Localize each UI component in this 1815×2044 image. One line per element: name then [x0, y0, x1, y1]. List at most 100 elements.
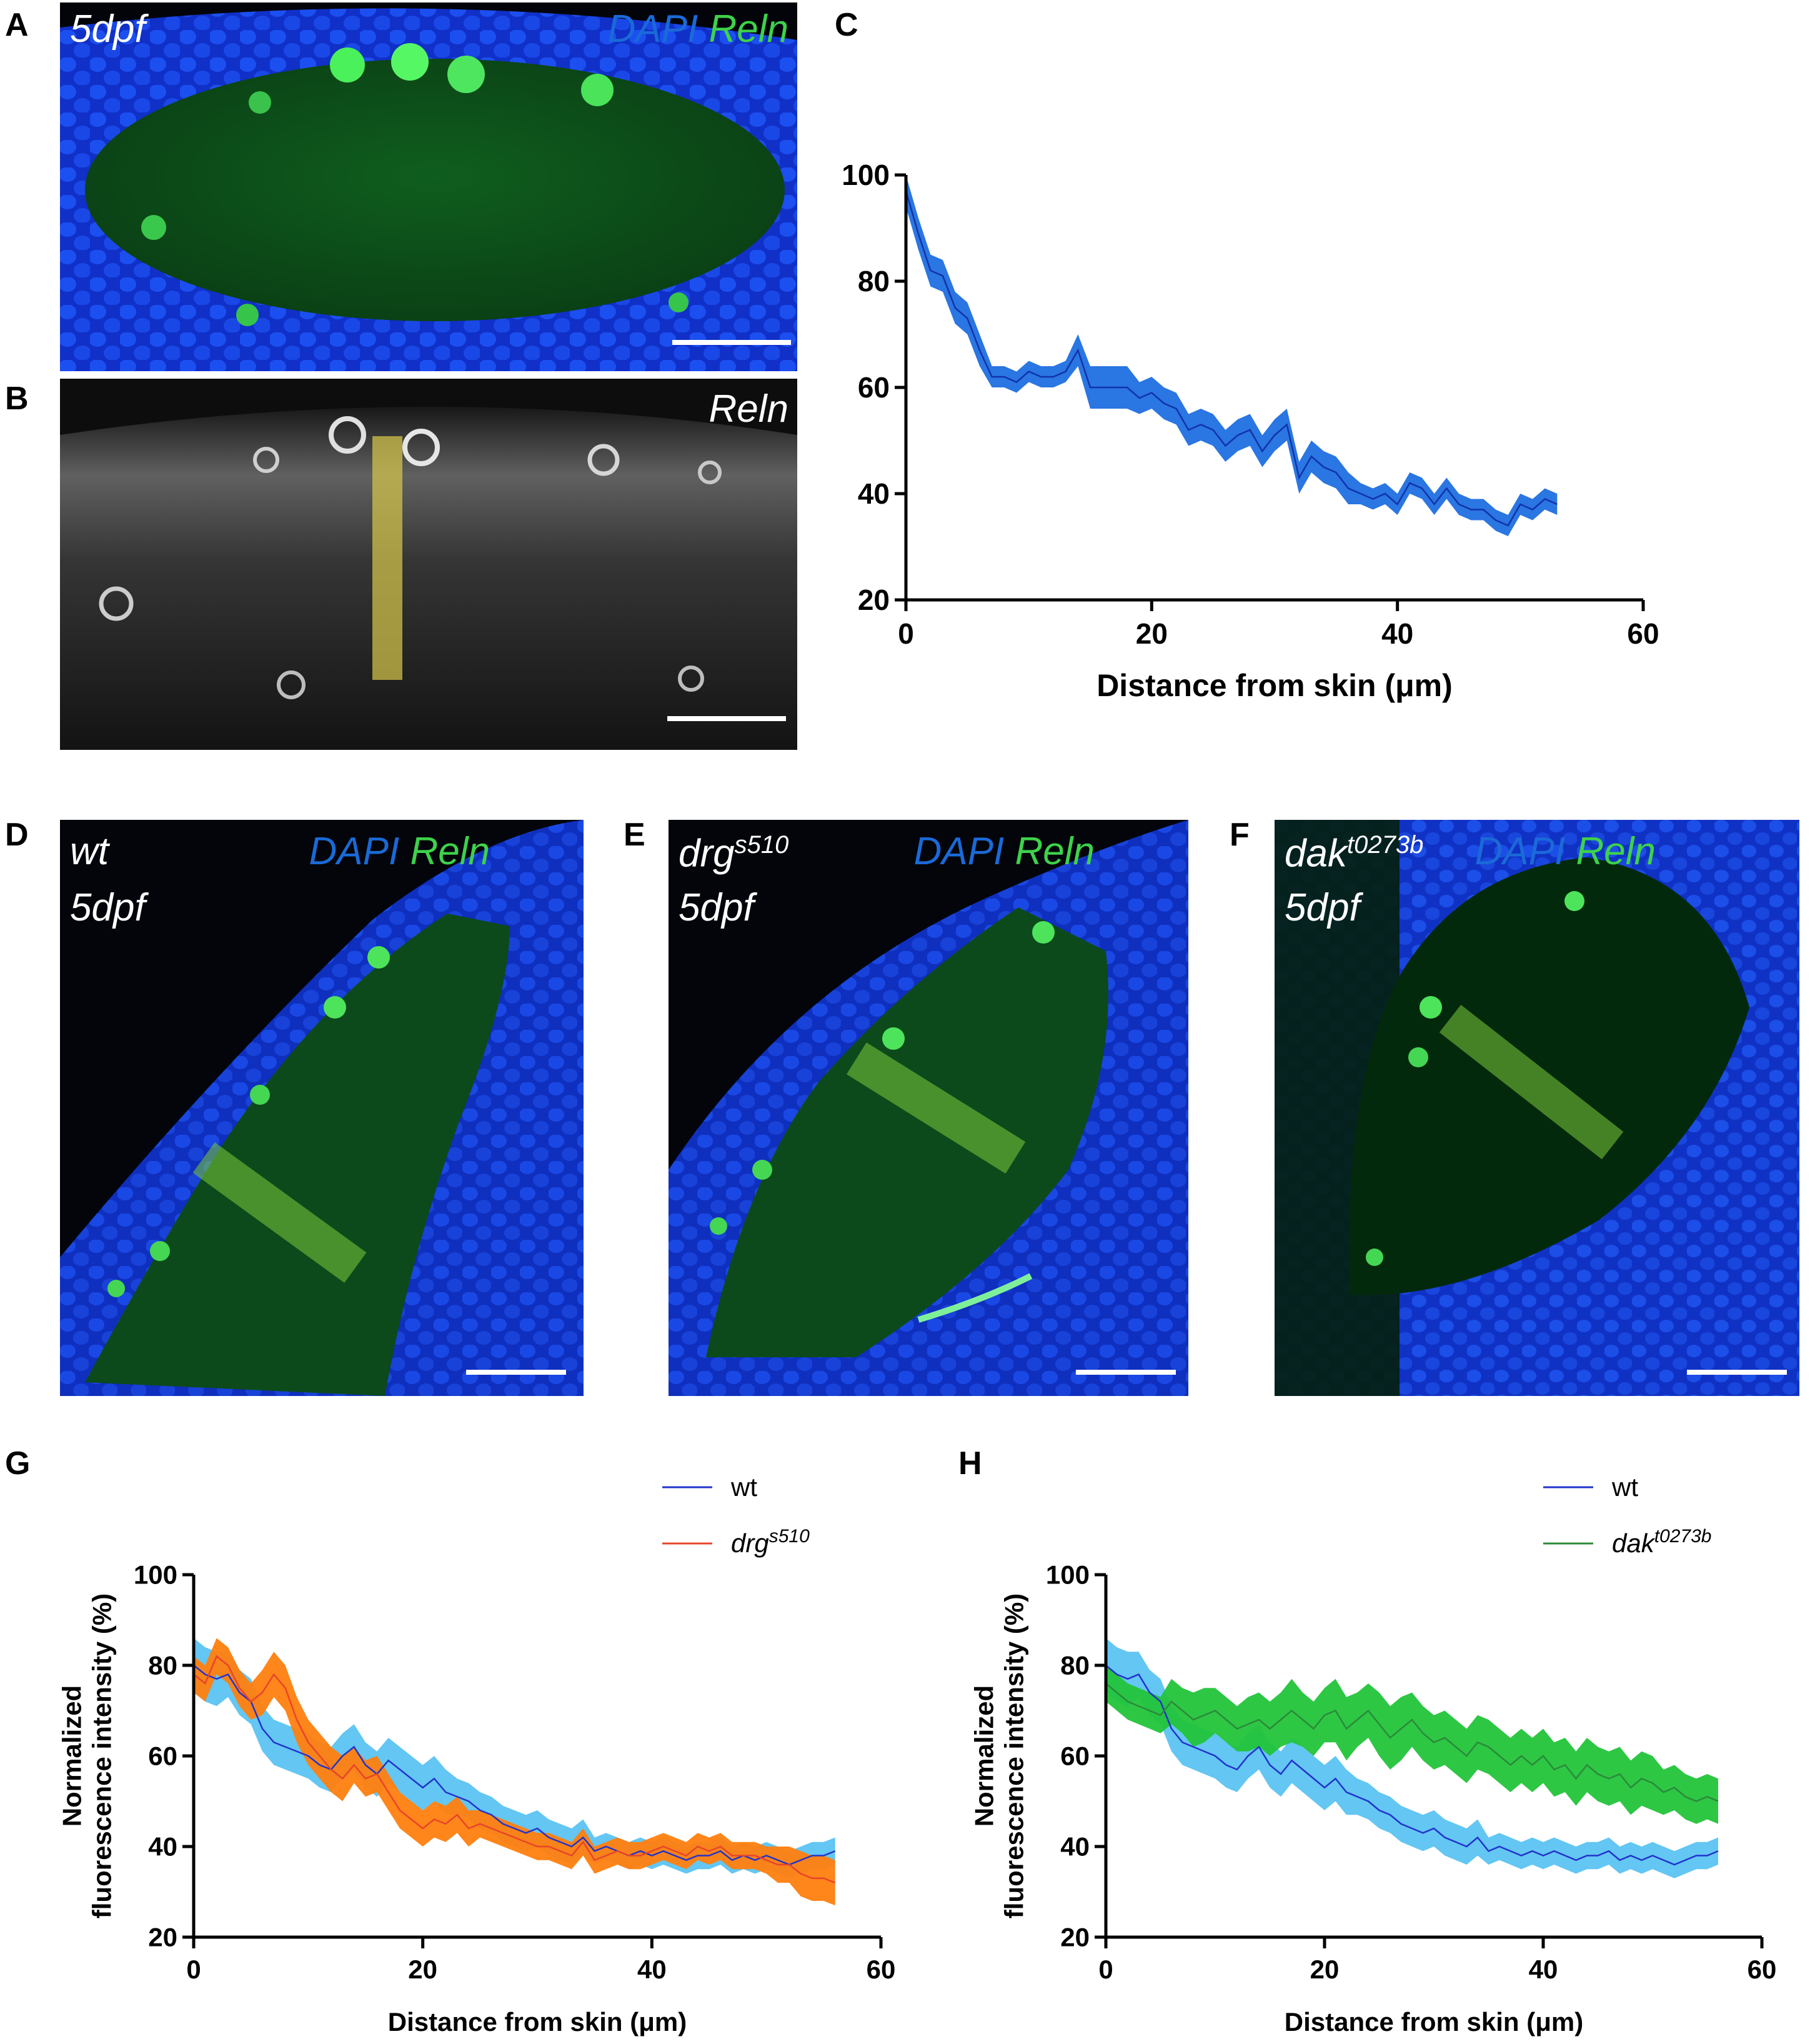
chart-h-x-tick-label: 40 — [1529, 1955, 1558, 1984]
panel-d-genotype-label: wt — [70, 830, 109, 873]
panel-e-genotype-label: drgs510 — [679, 832, 788, 874]
scale-bar-b — [667, 716, 786, 721]
chart-h-y-tick-label: 100 — [1046, 1560, 1090, 1590]
chart-g-legend-label: wt — [730, 1472, 757, 1502]
chart-g-legend-label: drgs510 — [731, 1526, 810, 1558]
chart-h-x-tick-label: 60 — [1748, 1955, 1777, 1984]
chart-h-y-tick-label: 60 — [1060, 1742, 1090, 1771]
chart-h-legend-label: dakt0273b — [1612, 1526, 1711, 1558]
chart-h: 0 20 40 60 20 40 60 80 100 Distance from skin (μm… — [950, 1450, 1812, 2041]
chart-g-x-tick-label: 60 — [867, 1955, 896, 1984]
scale-bar-f — [1687, 1370, 1787, 1375]
panel-f-reln-label: Reln — [1576, 830, 1656, 873]
chart-g-svg: 0 20 40 60 20 40 60 80 100 Distance from skin (μm… — [57, 1472, 896, 2037]
chart-g-y-tick-label: 80 — [148, 1651, 177, 1680]
panel-b-stain-label: Reln — [709, 387, 788, 431]
chart-g-y-label-line: fluorescence intensity (%) — [87, 1593, 117, 1918]
panel-a-reln-label: Reln — [709, 7, 788, 51]
panel-letter-d: D — [5, 817, 29, 853]
chart-h-line-wt — [1105, 1665, 1719, 1866]
panel-e-dapi-label: DAPI — [913, 830, 1005, 873]
panel-d-reln-label: Reln — [410, 830, 490, 873]
panel-letter-a: A — [5, 7, 29, 43]
panel-letter-h: H — [958, 1445, 982, 1482]
chart-c-x-tick-label: 60 — [1627, 617, 1659, 650]
panel-e-stage-label: 5dpf — [679, 886, 754, 929]
panel-e-genotype-allele: s510 — [734, 831, 789, 859]
micrograph-e-image — [669, 820, 1188, 1396]
chart-g-line-drg — [193, 1655, 836, 1884]
chart-h-legend-label-sup: t0273b — [1654, 1526, 1712, 1547]
chart-h-y-label-line: Normalized — [969, 1685, 998, 1827]
chart-g-x-tick-label: 0 — [186, 1955, 201, 1984]
chart-g-y-tick-label: 40 — [148, 1832, 177, 1862]
micrograph-e: drgs510 5dpf DAPI Reln — [669, 820, 1188, 1396]
chart-c-x-tick-label: 0 — [898, 617, 914, 650]
panel-letter-c: C — [835, 7, 858, 43]
micrograph-f-image — [1275, 820, 1799, 1396]
chart-h-line-dak — [1105, 1683, 1719, 1802]
panel-letter-b: B — [5, 381, 29, 417]
chart-g-y-label-line: Normalized — [57, 1685, 86, 1827]
chart-g-band-drg — [194, 1638, 835, 1906]
panel-letter-e: E — [624, 817, 645, 853]
micrograph-b: Reln — [60, 379, 797, 750]
chart-g-x-label: Distance from skin (μm) — [388, 2007, 687, 2037]
chart-c-y-tick-label: 40 — [858, 477, 890, 510]
chart-h-y-tick-label: 80 — [1060, 1651, 1090, 1680]
chart-g-line-wt — [193, 1665, 836, 1866]
chart-h-x-tick-label: 0 — [1098, 1955, 1113, 1984]
chart-g-x-tick-label: 40 — [637, 1955, 667, 1984]
chart-c-x-label: Distance from skin (μm) — [1096, 668, 1453, 703]
scale-bar-e — [1076, 1370, 1176, 1375]
panel-e-genotype: drg — [679, 832, 735, 875]
micrograph-a: 5dpf DAPI Reln — [60, 2, 797, 371]
micrograph-b-image — [60, 379, 797, 750]
chart-c-y-tick-label: 20 — [858, 584, 890, 616]
panel-a-dapi-label: DAPI — [607, 7, 699, 51]
chart-g-y-tick-label: 20 — [148, 1923, 177, 1952]
chart-c-y-tick-label: 100 — [842, 159, 890, 191]
panel-f-stain-labels: DAPI Reln — [1475, 832, 1656, 871]
chart-c-y-tick-label: 80 — [858, 265, 890, 297]
chart-c-y-tick-label: 60 — [858, 371, 890, 404]
panel-a-stain-labels: DAPI Reln — [608, 10, 788, 49]
chart-h-legend-label: wt — [1611, 1472, 1638, 1502]
chart-h-band-wt — [1106, 1638, 1718, 1878]
chart-g: 0 20 40 60 20 40 60 80 100 Distance from skin (μm… — [37, 1450, 937, 2041]
chart-h-x-label: Distance from skin (μm) — [1285, 2007, 1583, 2037]
scale-bar-d — [466, 1370, 566, 1375]
panel-f-genotype: dak — [1285, 832, 1347, 875]
chart-h-x-tick-label: 20 — [1310, 1955, 1340, 1984]
chart-g-y-tick-label: 60 — [148, 1742, 177, 1771]
panel-d-stain-labels: DAPI Reln — [309, 832, 490, 871]
panel-letter-f: F — [1230, 817, 1250, 853]
chart-h-y-label-line: fluorescence intensity (%) — [1000, 1593, 1029, 1918]
chart-c-x-tick-label: 20 — [1136, 617, 1168, 650]
chart-h-y-tick-label: 20 — [1060, 1923, 1090, 1952]
chart-c-line-series — [905, 191, 1558, 527]
chart-c-band-series — [906, 175, 1558, 536]
panel-f-genotype-label: dakt0273b — [1285, 832, 1423, 874]
chart-c-x-tick-label: 40 — [1381, 617, 1413, 650]
panel-d-stage-label: 5dpf — [70, 886, 146, 929]
panel-a-stage-label: 5dpf — [70, 7, 146, 51]
chart-h-y-tick-label: 40 — [1060, 1832, 1090, 1862]
micrograph-f: dakt0273b 5dpf DAPI Reln — [1275, 820, 1799, 1396]
micrograph-a-image — [60, 2, 797, 371]
panel-f-stage-label: 5dpf — [1285, 886, 1360, 929]
panel-f-dapi-label: DAPI — [1474, 830, 1566, 873]
chart-h-band-dak — [1106, 1665, 1718, 1824]
micrograph-d-image — [60, 820, 584, 1396]
chart-g-y-tick-label: 100 — [134, 1560, 177, 1590]
panel-letter-g: G — [5, 1445, 31, 1482]
chart-g-legend-label-sup: s510 — [769, 1526, 810, 1547]
micrograph-d: wt 5dpf DAPI Reln — [60, 820, 584, 1396]
panel-f-genotype-allele: t0273b — [1346, 831, 1424, 859]
chart-h-svg: 0 20 40 60 20 40 60 80 100 Distance from skin (μm… — [969, 1472, 1777, 2037]
panel-e-reln-label: Reln — [1015, 830, 1095, 873]
panel-e-stain-labels: DAPI Reln — [914, 832, 1095, 871]
chart-g-x-tick-label: 20 — [408, 1955, 437, 1984]
chart-c: 0 20 40 60 20 40 60 80 100 Distance from skin (μm… — [750, 62, 1812, 750]
